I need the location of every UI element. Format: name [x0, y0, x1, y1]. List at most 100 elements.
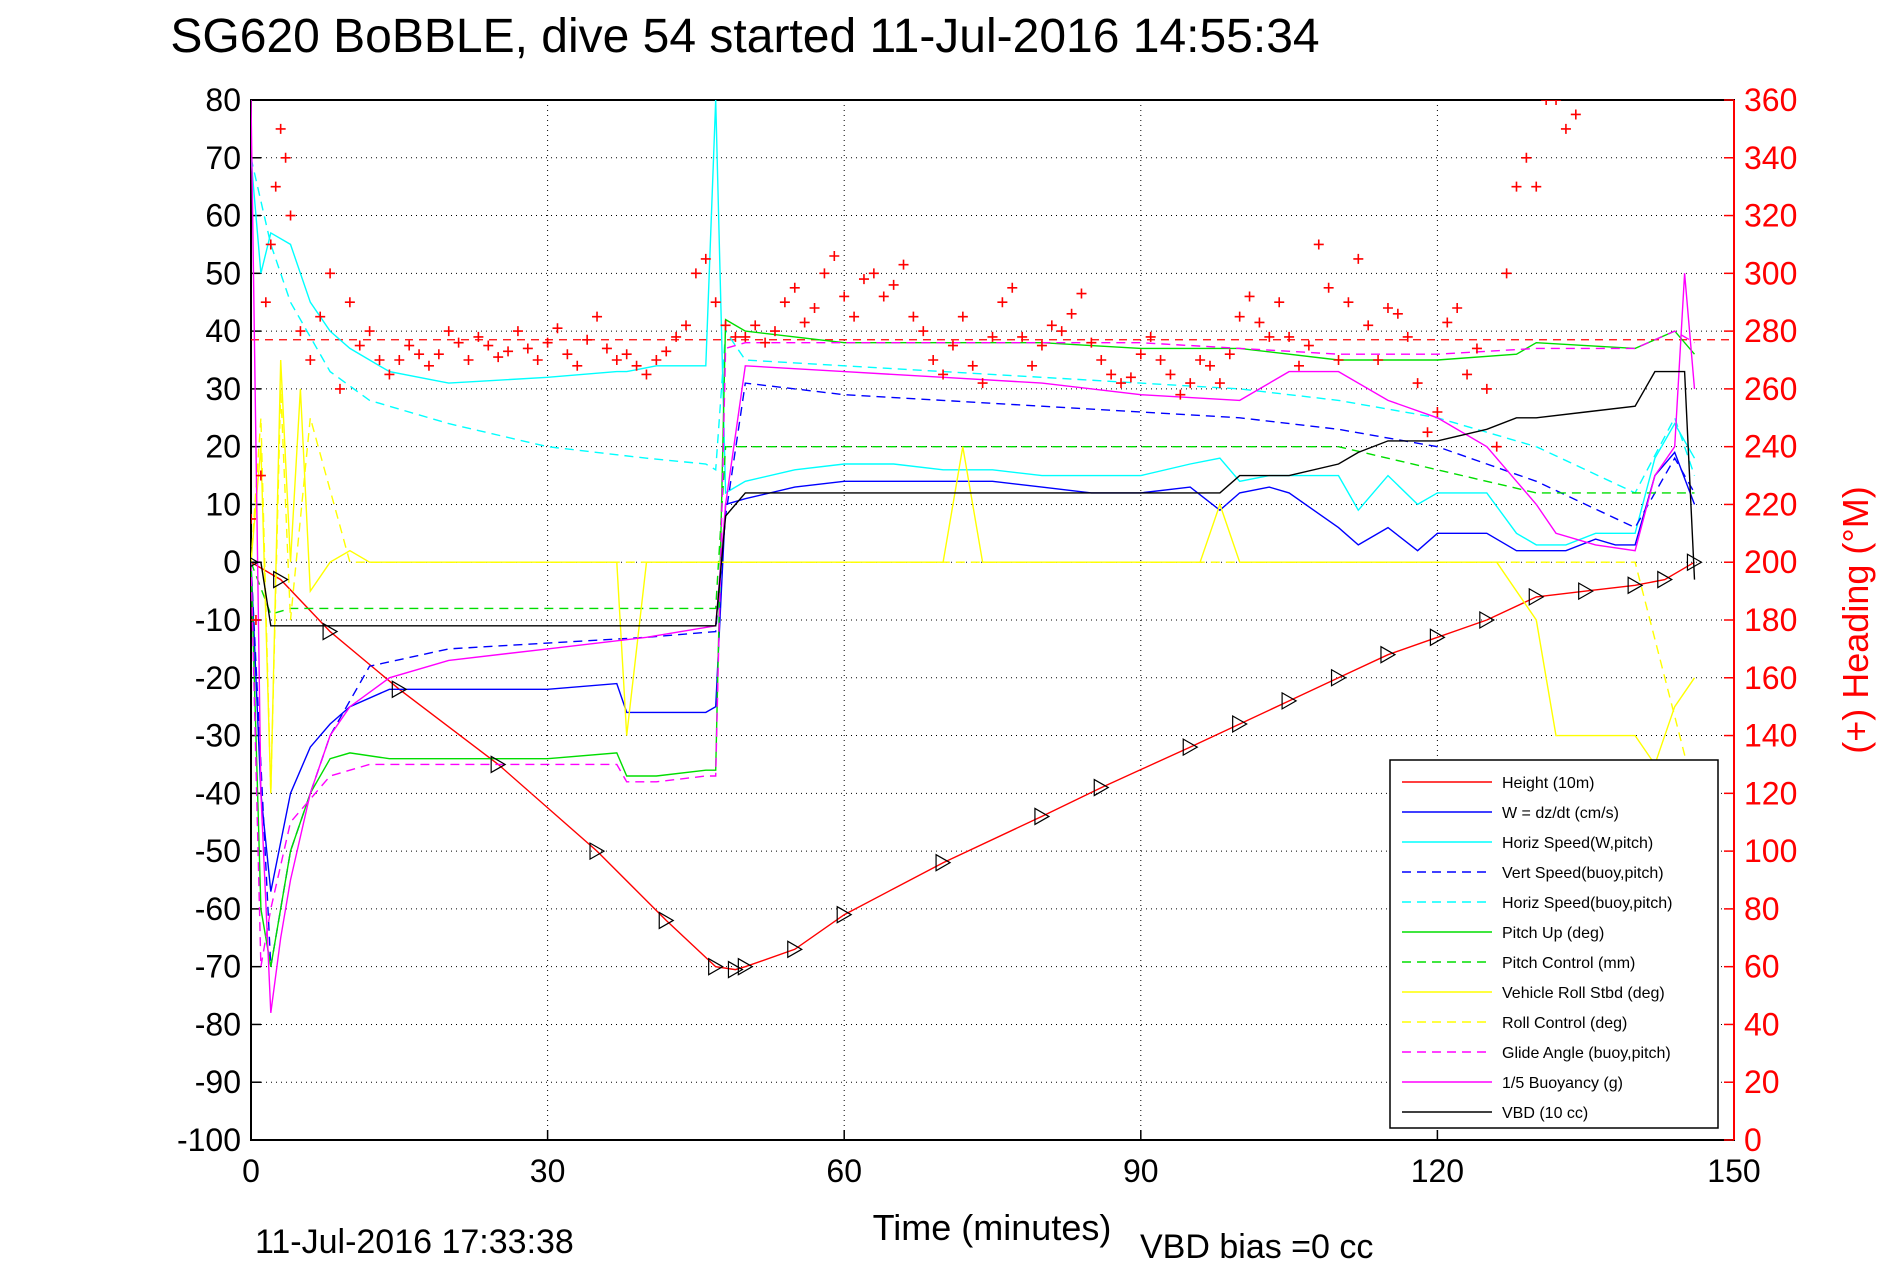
- left-tick-label: -40: [195, 775, 241, 811]
- heading-point: [582, 334, 593, 345]
- heading-point: [611, 355, 622, 365]
- left-tick-label: 60: [205, 198, 241, 234]
- heading-point: [463, 355, 474, 365]
- left-tick-label: 0: [223, 544, 241, 580]
- heading-point: [1531, 181, 1542, 192]
- left-tick-label: -30: [195, 718, 241, 754]
- height-marker: [787, 940, 803, 959]
- heading-point: [1135, 349, 1146, 360]
- heading-point: [1007, 282, 1018, 293]
- legend-label-6: Pitch Control (mm): [1502, 955, 1635, 972]
- heading-point: [1056, 326, 1067, 337]
- heading-point: [251, 513, 256, 524]
- heading-point: [1293, 360, 1304, 371]
- series-line-4: [251, 157, 1696, 494]
- right-tick-label: 140: [1744, 718, 1797, 754]
- heading-point: [700, 253, 711, 264]
- heading-point: [1017, 331, 1028, 342]
- heading-point: [671, 331, 682, 342]
- height-marker: [658, 911, 675, 930]
- heading-point: [740, 331, 751, 342]
- height-marker: [1627, 576, 1644, 595]
- series-line-11: [251, 370, 1696, 627]
- heading-point: [1234, 311, 1245, 322]
- heading-point: [265, 239, 276, 250]
- height-marker: [1686, 553, 1703, 572]
- series-line-5: [251, 318, 1696, 967]
- heading-point: [1284, 331, 1295, 342]
- heading-point: [275, 123, 286, 134]
- height-marker: [490, 755, 507, 774]
- heading-point: [1096, 355, 1107, 365]
- heading-point: [1313, 239, 1324, 250]
- height-marker: [589, 842, 606, 861]
- right-tick-label: 260: [1744, 371, 1797, 407]
- heading-point: [878, 291, 889, 302]
- x-tick-label: 30: [530, 1153, 566, 1189]
- series-line-6: [251, 446, 1695, 616]
- left-tick-label: 10: [205, 486, 241, 522]
- heading-point: [750, 320, 761, 331]
- heading-point: [1363, 320, 1374, 331]
- heading-point: [720, 320, 731, 331]
- heading-point: [1185, 378, 1196, 389]
- heading-point: [977, 378, 988, 389]
- right-tick-label: 180: [1744, 602, 1797, 638]
- heading-point: [760, 337, 771, 348]
- heading-point: [651, 355, 662, 365]
- heading-point: [1214, 378, 1225, 389]
- series-line-9: [251, 330, 1695, 967]
- heading-point: [938, 369, 949, 380]
- heading-point: [1452, 303, 1463, 313]
- x-tick-label: 0: [242, 1153, 260, 1189]
- x-tick-label: 120: [1411, 1153, 1464, 1189]
- legend-label-0: Height (10m): [1502, 775, 1594, 792]
- legend-label-4: Horiz Speed(buoy,pitch): [1502, 895, 1672, 912]
- heading-point: [997, 297, 1008, 308]
- series-layer: [251, 100, 1734, 1013]
- heading-point: [334, 383, 345, 394]
- left-tick-label: -60: [195, 891, 241, 927]
- height-marker: [1182, 738, 1199, 757]
- height-marker: [1232, 714, 1248, 734]
- heading-point: [769, 326, 780, 337]
- heading-point: [305, 355, 316, 365]
- heading-point: [260, 297, 271, 308]
- heading-point: [621, 349, 632, 360]
- height-marker: [1429, 628, 1446, 647]
- left-tick-label: 80: [205, 82, 241, 118]
- heading-point: [592, 311, 603, 322]
- heading-point: [1442, 317, 1453, 328]
- series-line-3: [251, 382, 1696, 967]
- heading-point: [1570, 109, 1581, 120]
- heading-point: [280, 152, 291, 163]
- heading-point: [1412, 378, 1423, 389]
- height-marker: [1034, 807, 1051, 826]
- footer-vbd-bias: VBD bias =0 cc: [1140, 1228, 1373, 1262]
- heading-point: [1086, 337, 1097, 348]
- heading-point: [414, 349, 425, 360]
- x-axis-ticks: 0 30 60 90 120 150: [242, 1130, 1761, 1189]
- heading-point: [928, 355, 939, 365]
- heading-point: [779, 297, 790, 308]
- height-marker: [1093, 778, 1110, 797]
- heading-point: [1323, 282, 1334, 293]
- left-tick-label: 20: [205, 429, 241, 465]
- heading-layer: [251, 100, 1581, 625]
- heading-point: [1254, 317, 1265, 328]
- heading-point: [552, 323, 563, 334]
- series-line-0: [251, 561, 1695, 971]
- heading-point: [888, 279, 899, 290]
- right-tick-label: 120: [1744, 775, 1797, 811]
- heading-point: [1392, 308, 1403, 319]
- x-tick-label: 150: [1707, 1153, 1760, 1189]
- heading-point: [809, 303, 820, 313]
- legend-label-9: Glide Angle (buoy,pitch): [1502, 1045, 1671, 1062]
- right-tick-label: 40: [1744, 1006, 1780, 1042]
- heading-point: [315, 311, 326, 322]
- x-axis-label: Time (minutes): [873, 1207, 1112, 1248]
- heading-point: [443, 326, 454, 337]
- legend-label-3: Vert Speed(buoy,pitch): [1502, 865, 1664, 882]
- heading-point: [453, 337, 464, 348]
- heading-point: [344, 297, 355, 308]
